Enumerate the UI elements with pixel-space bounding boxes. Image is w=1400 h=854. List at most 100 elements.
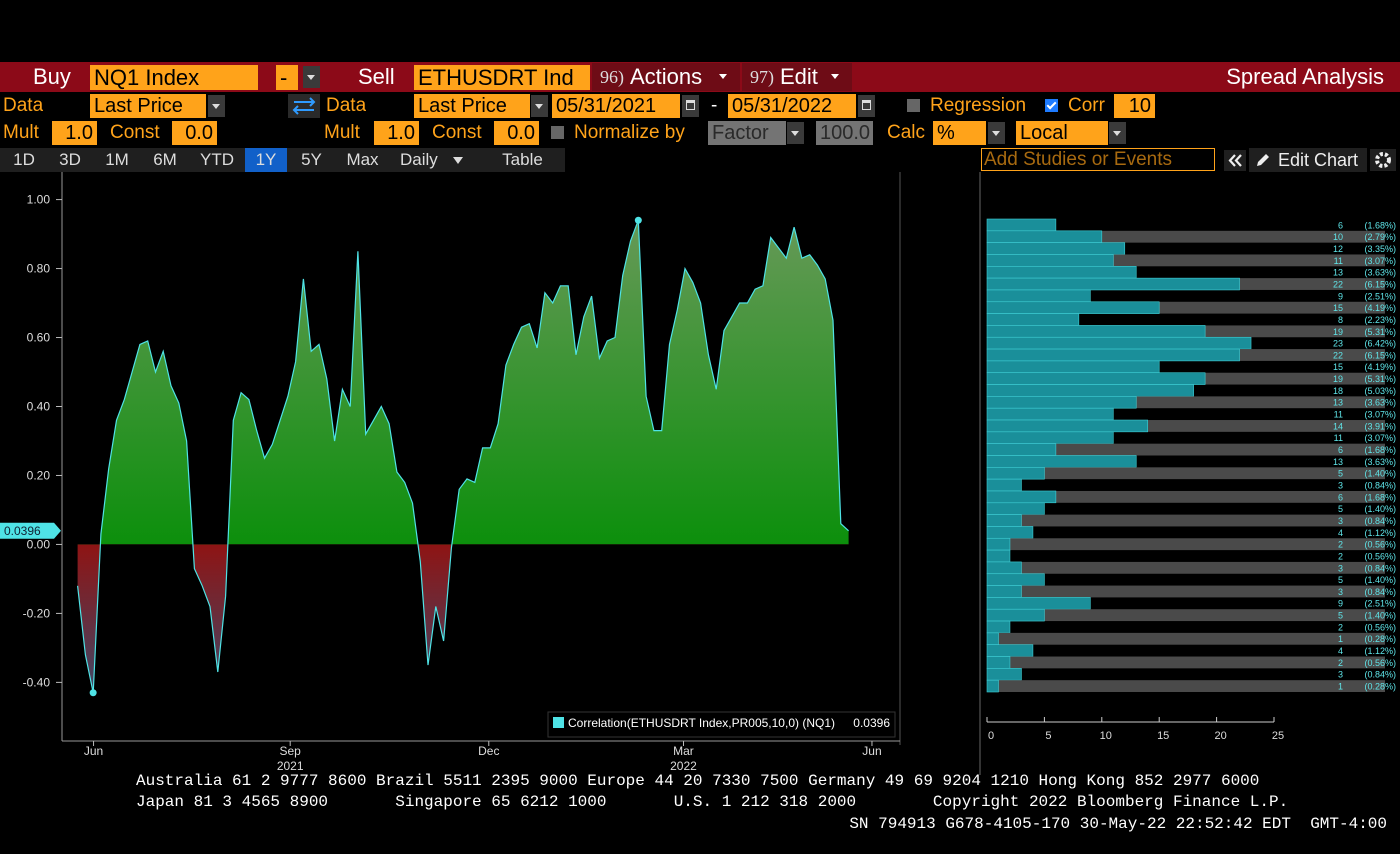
histogram-bar (986, 384, 1194, 397)
bar-count-label: 1 (1338, 682, 1343, 692)
y-tick-label: -0.40 (23, 675, 51, 689)
normalize-method[interactable]: Factor (708, 121, 786, 145)
dropdown-arrow[interactable] (531, 95, 548, 117)
bar-count-label: 11 (1334, 433, 1343, 443)
y-tick-label: 0.20 (27, 468, 51, 482)
dropdown-arrow[interactable] (303, 66, 320, 88)
bar-percent-label: (1.12%) (1364, 646, 1396, 656)
buy-sign[interactable]: - (276, 65, 298, 90)
bar-count-label: 13 (1333, 457, 1343, 467)
histogram-bar (986, 265, 1137, 279)
bar-percent-label: (0.28%) (1364, 682, 1396, 692)
mult-value[interactable]: 1.0 (52, 121, 97, 145)
const-label: Const (432, 122, 482, 143)
collapse-icon[interactable] (1224, 150, 1246, 171)
histogram-bar (986, 230, 1103, 243)
period-tab[interactable]: 6M (142, 148, 188, 172)
actions-button[interactable] (592, 63, 740, 91)
settings-icon[interactable] (1370, 149, 1396, 171)
data-field[interactable]: Last Price (414, 94, 530, 118)
bar-percent-label: (3.63%) (1364, 457, 1396, 467)
corr-window[interactable]: 10 (1114, 94, 1155, 118)
y-tick-label: 0.00 (27, 537, 51, 551)
row-stripe (987, 230, 1385, 243)
y-tick-label: 1.00 (27, 193, 51, 207)
caret (719, 74, 727, 79)
period-tab[interactable]: Max (336, 148, 389, 172)
y-tick-label: 0.60 (27, 331, 51, 345)
sell-security[interactable]: ETHUSDRT Ind (414, 65, 590, 90)
bar-count-label: 6 (1338, 492, 1343, 502)
calendar-icon[interactable] (858, 95, 875, 117)
period-tab[interactable]: 3D (48, 148, 92, 172)
checkbox[interactable] (551, 126, 564, 139)
bar-count-label: 5 (1338, 504, 1343, 514)
checkbox[interactable] (907, 99, 920, 112)
bar-percent-label: (1.12%) (1364, 528, 1396, 538)
bar-percent-label: (1.40%) (1364, 611, 1396, 621)
footer-line: Australia 61 2 9777 8600 Brazil 5511 239… (136, 772, 1260, 790)
const-value[interactable]: 0.0 (172, 121, 217, 145)
hist-tick-label: 0 (988, 730, 994, 742)
edit-chart-button[interactable] (1249, 148, 1367, 172)
histogram-bar (986, 455, 1137, 468)
bar-percent-label: (6.15%) (1364, 350, 1396, 360)
data-field[interactable]: Last Price (90, 94, 206, 118)
caret (831, 74, 839, 79)
period-tab[interactable]: 1M (95, 148, 139, 172)
bar-percent-label: (1.40%) (1364, 575, 1396, 585)
actions-code: 96) (600, 67, 624, 87)
dropdown-arrow[interactable] (988, 122, 1005, 144)
edit-chart-label: Edit Chart (1278, 150, 1359, 170)
histogram-bar (986, 597, 1091, 610)
checkbox-checked[interactable] (1045, 99, 1058, 112)
dropdown-arrow[interactable] (208, 95, 225, 117)
dropdown-arrow[interactable] (1109, 122, 1126, 144)
row-stripe (987, 490, 1385, 503)
swap-icon[interactable] (288, 94, 320, 118)
table-tab[interactable]: Table (480, 148, 565, 172)
calendar-icon[interactable] (682, 95, 699, 117)
studies-input[interactable]: Add Studies or Events (981, 148, 1215, 171)
period-tab[interactable]: 1D (3, 148, 45, 172)
histogram-bar (986, 573, 1045, 586)
row-stripe (987, 420, 1385, 432)
currency[interactable]: Local (1016, 121, 1108, 145)
bar-count-label: 2 (1338, 540, 1343, 550)
calc-value[interactable]: % (933, 121, 986, 145)
histogram-bar (986, 561, 1022, 575)
bar-percent-label: (0.84%) (1364, 516, 1396, 526)
start-date[interactable]: 05/31/2021 (552, 94, 680, 118)
bar-count-label: 3 (1338, 516, 1343, 526)
row-stripe (987, 609, 1385, 622)
histogram-bar (986, 419, 1149, 433)
normalize-value[interactable]: 100.0 (816, 121, 873, 145)
histogram-bar (986, 490, 1057, 504)
mult-value[interactable]: 1.0 (374, 121, 419, 145)
bar-count-label: 15 (1333, 362, 1343, 372)
bar-count-label: 22 (1333, 279, 1343, 289)
edit-code: 97) (750, 67, 774, 87)
row-stripe (987, 538, 1385, 551)
histogram-bar (986, 407, 1114, 421)
buy-security[interactable]: NQ1 Index (90, 65, 258, 90)
dropdown-arrow[interactable] (787, 122, 804, 144)
bar-count-label: 13 (1333, 398, 1343, 408)
end-date[interactable]: 05/31/2022 (728, 94, 856, 118)
regression-label: Regression (930, 95, 1027, 116)
legend-swatch (553, 717, 564, 728)
pencil-icon (1257, 154, 1269, 166)
const-value[interactable]: 0.0 (494, 121, 539, 145)
histogram-bar (986, 537, 1011, 551)
histogram-bar (986, 549, 1011, 563)
period-tab[interactable]: 5Y (290, 148, 333, 172)
histogram-bar (986, 526, 1034, 539)
bar-percent-label: (5.03%) (1364, 386, 1396, 396)
period-tab[interactable]: 1Y (245, 148, 287, 172)
hist-tick-label: 5 (1045, 730, 1051, 742)
bar-percent-label: (2.23%) (1364, 315, 1396, 325)
histogram-bar (986, 254, 1114, 267)
period-tab[interactable]: YTD (191, 148, 243, 172)
bar-count-label: 14 (1333, 421, 1343, 431)
bar-count-label: 9 (1338, 291, 1343, 301)
